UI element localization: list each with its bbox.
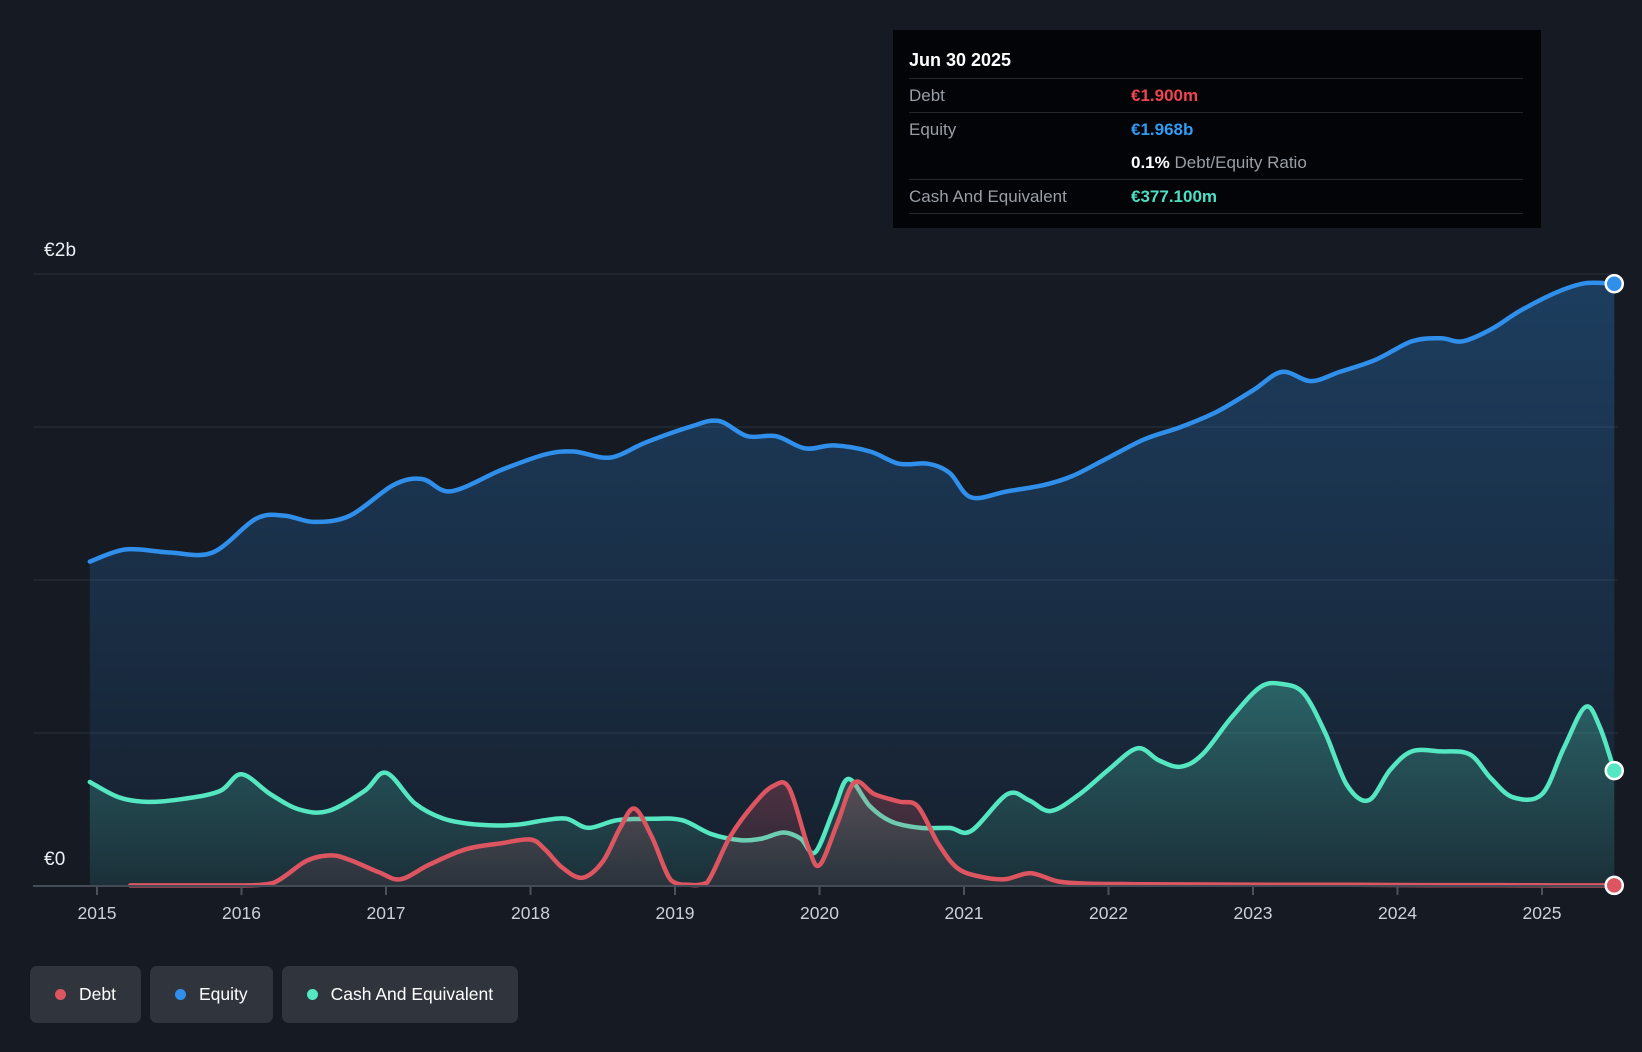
x-axis-label-2019: 2019	[655, 903, 695, 923]
x-axis-label-2015: 2015	[77, 903, 117, 923]
tooltip-row-cash: Cash And Equivalent €377.100m	[909, 179, 1523, 214]
tooltip-equity-value: €1.968b	[1131, 119, 1194, 139]
x-axis-label-2025: 2025	[1522, 903, 1562, 923]
cash-and-equivalent-endpoint-dot	[1604, 760, 1624, 781]
debt-line	[127, 779, 1617, 888]
tooltip-debt-label: Debt	[909, 85, 945, 105]
y-axis-label-2b: €2b	[44, 240, 77, 261]
legend-item-debt[interactable]: Debt	[30, 966, 141, 1023]
debt-legend-dot-icon	[55, 989, 66, 1000]
debt-endpoint-dot	[1604, 875, 1624, 896]
x-axis-label-2016: 2016	[222, 903, 261, 923]
tooltip-row-ratio: 0.1% Debt/Equity Ratio	[909, 146, 1523, 179]
legend-item-cash-and-equivalent[interactable]: Cash And Equivalent	[281, 966, 519, 1023]
x-axis-label-2023: 2023	[1233, 903, 1273, 923]
equity-line	[87, 280, 1617, 564]
legend-label: Debt	[79, 984, 116, 1004]
tooltip-cash-label: Cash And Equivalent	[909, 186, 1067, 206]
legend-label: Equity	[198, 984, 248, 1004]
x-axis-label-2022: 2022	[1089, 903, 1128, 923]
tooltip-equity-label: Equity	[909, 119, 957, 139]
legend-item-equity[interactable]: Equity	[149, 966, 273, 1023]
tooltip-ratio-value: 0.1%	[1131, 152, 1170, 172]
x-axis-label-2018: 2018	[511, 903, 550, 923]
tooltip-row-debt: Debt €1.900m	[909, 78, 1523, 112]
x-axis-label-2021: 2021	[944, 903, 984, 923]
tooltip-ratio-label: Debt/Equity Ratio	[1174, 152, 1307, 172]
tooltip-cash-value: €377.100m	[1131, 186, 1218, 206]
tooltip-date: Jun 30 2025	[909, 49, 1012, 70]
chart-legend: Debt Equity Cash And Equivalent	[30, 966, 519, 1023]
tooltip-debt-value: €1.900m	[1131, 85, 1199, 105]
legend-label: Cash And Equivalent	[330, 984, 494, 1004]
equity-legend-dot-icon	[174, 989, 186, 1000]
x-axis-label-2020: 2020	[800, 903, 839, 923]
equity-endpoint-dot	[1604, 274, 1624, 294]
tooltip-row-equity: Equity €1.968b	[909, 112, 1523, 146]
y-axis-label-0: €0	[44, 849, 66, 870]
cash-and-equivalent-legend-dot-icon	[306, 989, 318, 1000]
x-axis-label-2024: 2024	[1378, 903, 1417, 923]
debt-area	[130, 781, 1615, 886]
chart-tooltip: Jun 30 2025 Debt €1.900m Equity €1.968b …	[893, 30, 1541, 228]
x-axis-label-2017: 2017	[366, 903, 406, 923]
